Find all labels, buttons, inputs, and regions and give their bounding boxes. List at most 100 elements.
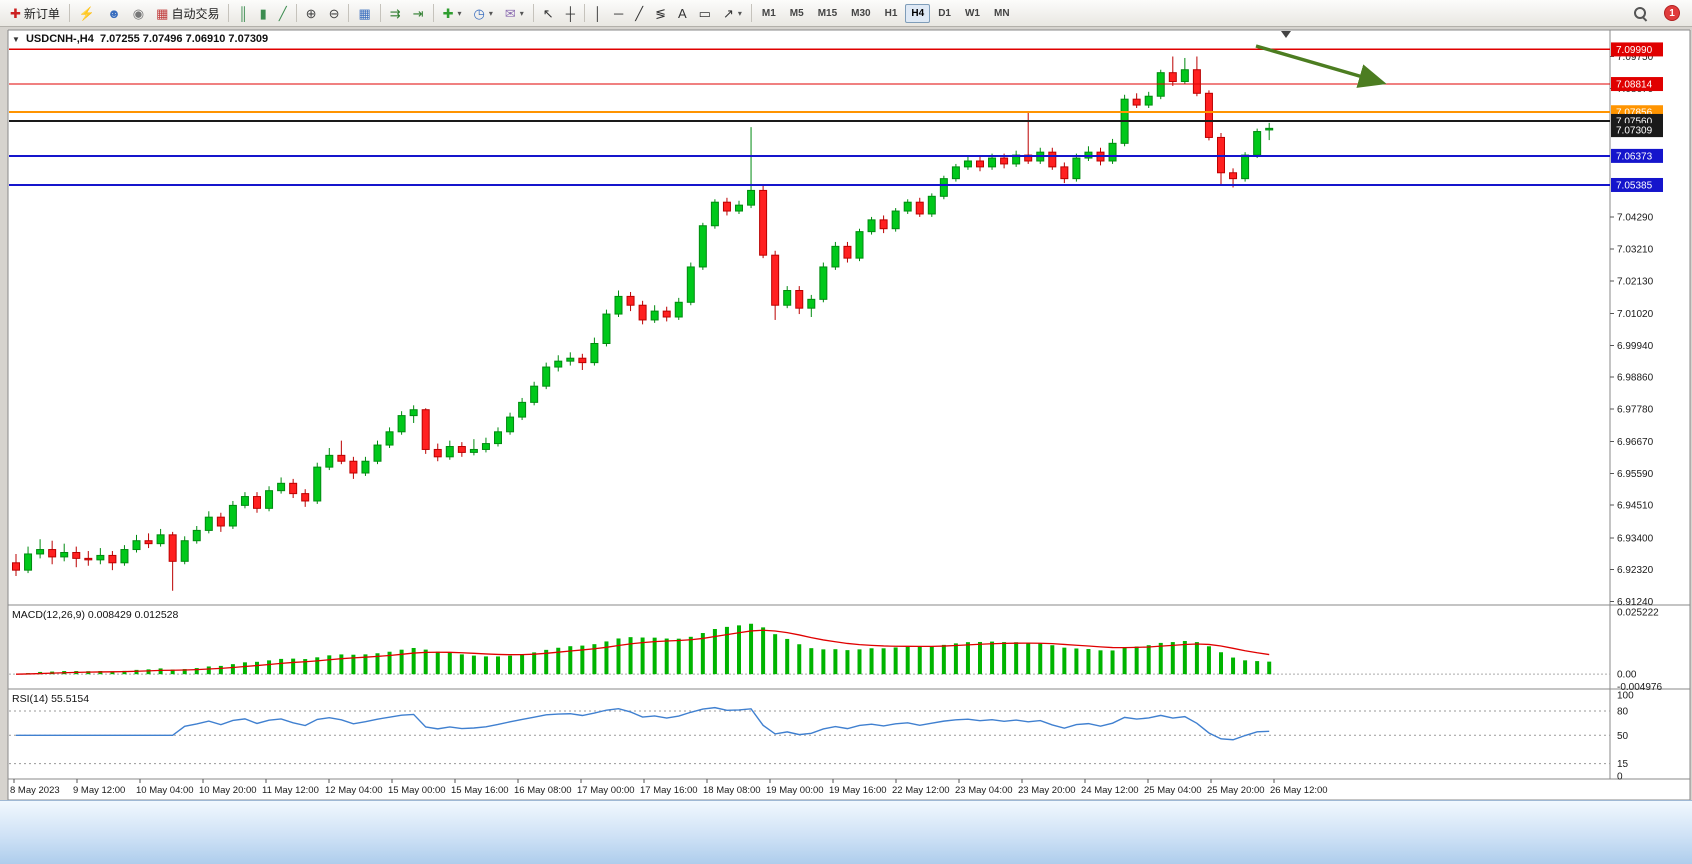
trendline-button[interactable]: ╱	[630, 2, 648, 24]
periods-button[interactable]: ◷ ▾	[469, 2, 498, 24]
candle	[891, 210, 900, 230]
candle	[1180, 69, 1189, 83]
candle	[48, 549, 57, 558]
candle	[469, 448, 478, 453]
indicators-button[interactable]: ✚ ▾	[438, 2, 467, 24]
tile-windows-button[interactable]: ▦	[353, 2, 375, 24]
candle	[180, 540, 189, 562]
price-tick-label: 7.03210	[1617, 245, 1654, 256]
candle	[566, 357, 575, 362]
candle	[120, 549, 129, 564]
caret-down-icon: ▾	[488, 8, 493, 18]
zoom-out-button[interactable]: ⊖	[324, 2, 345, 24]
candle	[60, 551, 69, 558]
candle	[783, 290, 792, 306]
price-tick-label: 6.95590	[1617, 469, 1654, 480]
candle	[228, 504, 237, 527]
candle	[710, 201, 719, 227]
trend-arrow-annotation[interactable]	[1255, 44, 1387, 88]
candle	[373, 444, 382, 462]
charts-button[interactable]: ⚡	[74, 2, 100, 24]
price-tick-label: 6.97780	[1617, 404, 1654, 415]
fibonacci-button[interactable]: ≶	[650, 2, 671, 24]
rsi-scale-label: 100	[1617, 690, 1634, 701]
templates-button[interactable]: ✉ ▾	[500, 2, 529, 24]
candle	[662, 310, 671, 318]
toolbar-separator	[295, 4, 297, 22]
time-label: 26 May 12:00	[1270, 785, 1328, 796]
timeframe-h1[interactable]: H1	[884, 7, 898, 19]
arrow-tool-icon: ↗	[722, 5, 734, 21]
timeframe-mn[interactable]: MN	[993, 7, 1010, 19]
search-icon	[1633, 6, 1648, 21]
candle	[457, 446, 466, 453]
price-badge[interactable]	[1611, 77, 1663, 92]
candle	[626, 295, 635, 306]
cursor-button[interactable]: ↖	[538, 2, 559, 24]
time-label: 19 May 16:00	[829, 785, 887, 796]
timeframe-m1[interactable]: M1	[761, 7, 776, 19]
candle-chart-button[interactable]: ▮	[255, 2, 272, 24]
candle	[192, 529, 201, 542]
candle	[216, 516, 225, 527]
toolbar-right: 1	[1627, 2, 1688, 24]
chart-shift-marker[interactable]	[1281, 31, 1291, 38]
rsi-scale-label: 0	[1617, 771, 1623, 782]
collapse-arrow-icon[interactable]: ▼	[12, 35, 20, 44]
candle	[963, 160, 972, 168]
price-badge[interactable]	[1611, 123, 1663, 138]
timeframe-h4[interactable]: H4	[905, 3, 931, 23]
timeframe-m30[interactable]: M30	[851, 7, 871, 19]
price-tick-label: 6.99940	[1617, 341, 1654, 352]
chart-background	[8, 30, 1690, 800]
time-label: 16 May 08:00	[514, 785, 572, 796]
chart-shift-button[interactable]: ⇥	[408, 2, 429, 24]
candle	[1265, 127, 1274, 131]
timeframe-d1[interactable]: D1	[938, 7, 951, 19]
chart-canvas[interactable]: 7.097507.086707.042907.032107.021307.010…	[0, 27, 1692, 800]
price-badge[interactable]	[1611, 42, 1663, 57]
timeframe-m5[interactable]: M5	[789, 7, 804, 19]
rsi-line	[16, 706, 1270, 741]
arrows-button[interactable]: ↗ ▾	[718, 2, 747, 24]
candle	[72, 551, 81, 559]
candle	[903, 201, 912, 212]
price-badge[interactable]	[1611, 177, 1663, 192]
price-badge-text: 7.07856	[1616, 108, 1653, 119]
new-order-button[interactable]: ✚ 新订单	[5, 2, 65, 24]
time-label: 11 May 12:00	[262, 785, 319, 796]
toolbar-separator	[228, 4, 230, 22]
price-tick-label: 6.94510	[1617, 501, 1654, 512]
auto-scroll-button[interactable]: ⇉	[385, 2, 406, 24]
label-icon: ▭	[698, 5, 711, 21]
candle	[686, 266, 695, 303]
candle	[132, 540, 141, 551]
timeframe-w1[interactable]: W1	[964, 7, 980, 19]
horizontal-line-button[interactable]: ─	[609, 2, 628, 24]
line-chart-button[interactable]: ╱	[274, 2, 292, 24]
price-badge[interactable]	[1611, 148, 1663, 163]
notification-badge[interactable]: 1	[1664, 5, 1680, 21]
candle	[518, 401, 527, 418]
crosshair-button[interactable]: ┼	[561, 2, 580, 24]
candle	[1000, 157, 1009, 165]
community-button[interactable]: ☻	[102, 2, 126, 24]
candle	[951, 166, 960, 180]
price-tick-label: 6.93400	[1617, 533, 1654, 544]
zoom-in-button[interactable]: ⊕	[301, 2, 322, 24]
caret-down-icon: ▾	[737, 8, 742, 18]
search-button[interactable]	[1628, 2, 1653, 24]
label-button[interactable]: ▭	[694, 2, 716, 24]
candle	[976, 160, 984, 168]
autotrading-button[interactable]: ▦ 自动交易	[151, 2, 224, 24]
time-label: 15 May 16:00	[451, 785, 509, 796]
candle	[349, 460, 358, 474]
bar-chart-button[interactable]: ║	[233, 2, 252, 24]
candle	[1229, 172, 1238, 180]
market-button[interactable]: ◉	[128, 2, 149, 24]
timeframe-m15[interactable]: M15	[817, 7, 838, 19]
vertical-line-button[interactable]: │	[589, 2, 607, 24]
text-button[interactable]: A	[673, 2, 692, 24]
candle	[506, 416, 515, 433]
candle	[638, 304, 647, 321]
